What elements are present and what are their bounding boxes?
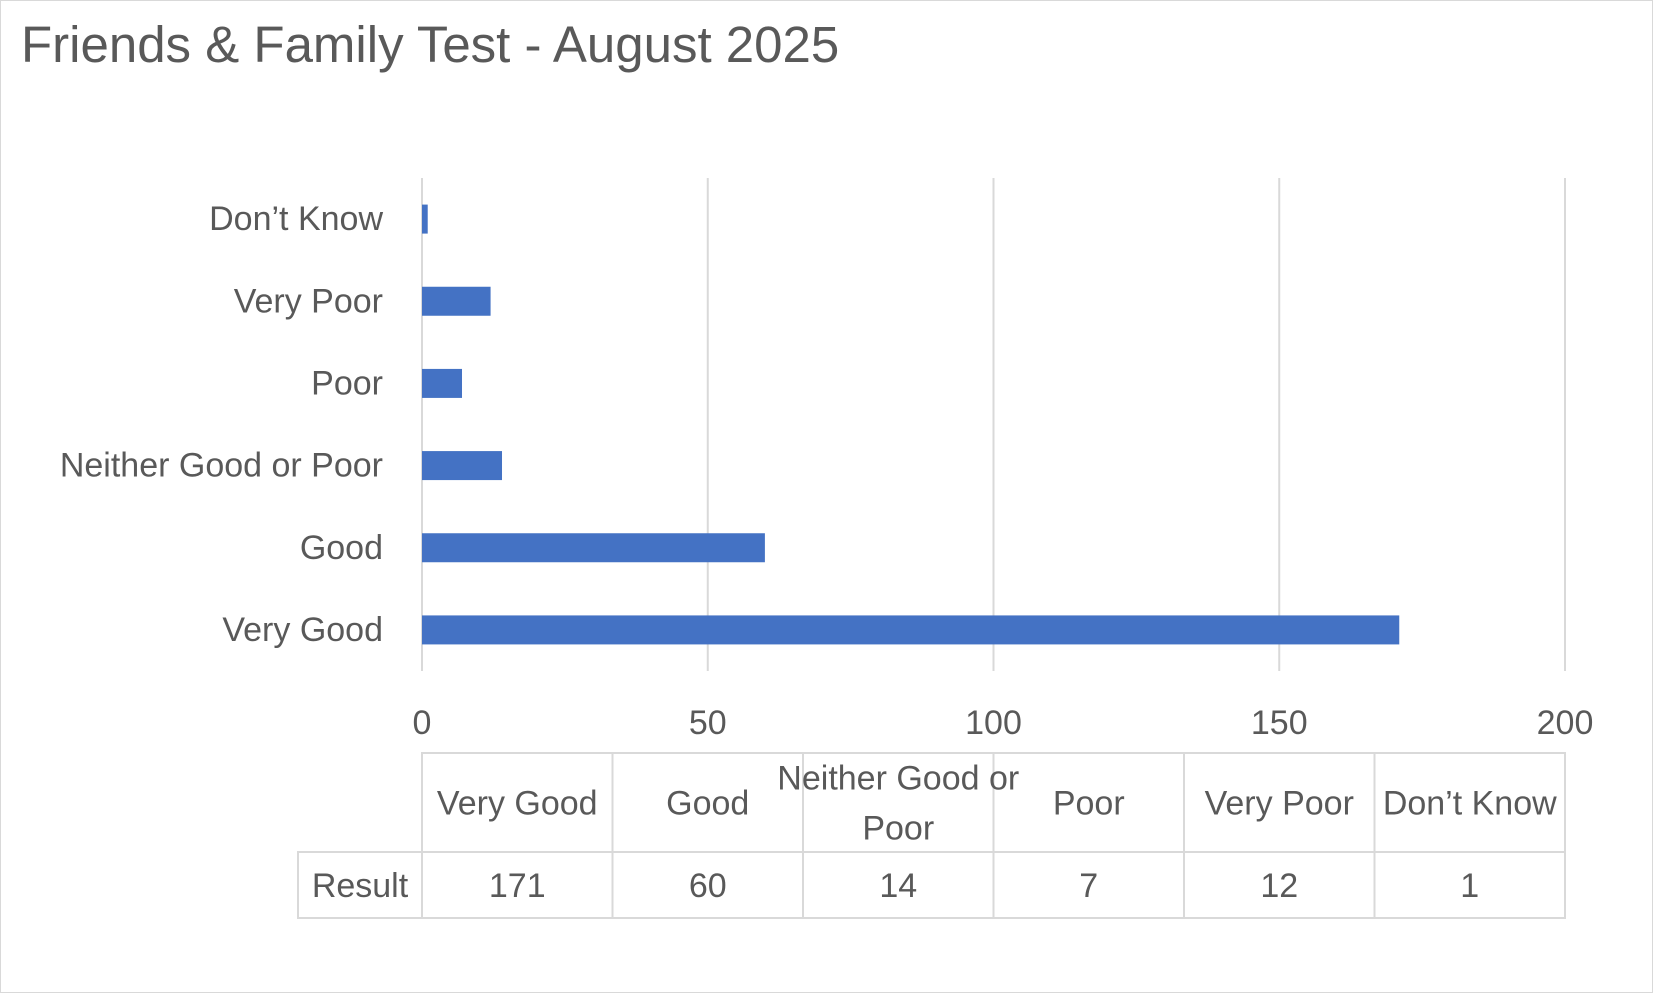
data-table-header: Very Poor bbox=[1205, 785, 1354, 823]
data-table-value: 1 bbox=[1460, 867, 1479, 905]
x-tick-label: 100 bbox=[965, 704, 1022, 742]
x-tick-label: 200 bbox=[1537, 704, 1594, 742]
category-label: Very Good bbox=[222, 611, 383, 649]
data-table-header: Very Good bbox=[437, 785, 598, 823]
category-label: Don’t Know bbox=[209, 200, 383, 238]
x-tick-label: 0 bbox=[413, 704, 432, 742]
data-table-header: Don’t Know bbox=[1383, 785, 1557, 823]
data-table-value: 7 bbox=[1079, 867, 1098, 905]
bar bbox=[422, 204, 428, 234]
category-label: Very Poor bbox=[234, 282, 383, 320]
data-table-row-label: Result bbox=[312, 867, 409, 905]
x-tick-label: 50 bbox=[689, 704, 727, 742]
bar bbox=[422, 286, 491, 316]
data-table-value: 171 bbox=[489, 867, 546, 905]
bar bbox=[422, 615, 1400, 645]
category-label: Poor bbox=[311, 364, 383, 402]
data-table-header: Neither Good or Poor bbox=[777, 760, 1019, 848]
bar bbox=[422, 451, 503, 481]
category-label: Good bbox=[300, 529, 383, 567]
data-table-value: 60 bbox=[689, 867, 727, 905]
x-tick-label: 150 bbox=[1251, 704, 1308, 742]
data-table-header: Poor bbox=[1053, 785, 1125, 823]
bar bbox=[422, 368, 463, 398]
data-table-header: Good bbox=[666, 785, 749, 823]
chart-title: Friends & Family Test - August 2025 bbox=[21, 16, 840, 73]
bar bbox=[422, 533, 765, 563]
data-table-value: 14 bbox=[879, 867, 917, 905]
category-label: Neither Good or Poor bbox=[60, 447, 383, 485]
data-table-value: 12 bbox=[1260, 867, 1298, 905]
